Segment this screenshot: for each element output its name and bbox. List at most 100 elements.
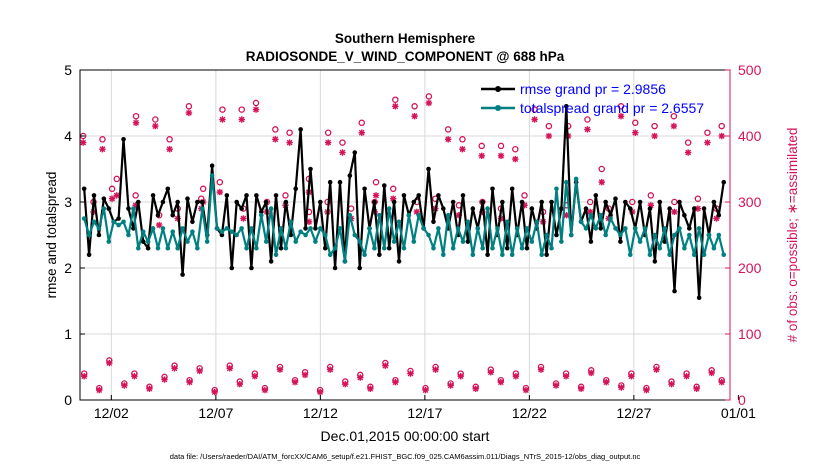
series-point-spread [500, 252, 505, 258]
obs-assimilated-marker [684, 149, 692, 156]
obs-assimilated-marker [584, 126, 591, 133]
obs-possible-marker [152, 116, 159, 123]
series-point-spread [396, 219, 402, 225]
series-point-rmse [716, 212, 722, 218]
obs-assimilated-marker [80, 373, 88, 380]
series-point-spread [244, 245, 249, 251]
series-point-spread [627, 252, 633, 258]
series-point-rmse [121, 137, 126, 142]
series-point-rmse [381, 183, 387, 188]
obs-assimilated-marker [382, 362, 389, 369]
obs-possible-marker [372, 178, 380, 186]
series-point-spread [239, 226, 244, 231]
series-point-spread [652, 232, 658, 238]
series-point-rmse [667, 206, 672, 211]
series-point-spread [170, 229, 176, 234]
series-point-rmse [436, 193, 441, 198]
obs-possible-marker [671, 198, 678, 206]
series-point-spread [559, 239, 564, 244]
series-point-rmse [480, 199, 485, 205]
obs-assimilated-marker [324, 139, 332, 146]
obs-possible-marker [347, 205, 355, 212]
series-point-spread [455, 226, 461, 231]
obs-assimilated-marker [718, 132, 725, 140]
series-point-rmse [126, 206, 131, 211]
obs-assimilated-marker [693, 385, 700, 392]
obs-assimilated-marker [161, 376, 168, 383]
obs-possible-marker [238, 106, 245, 113]
obs-assimilated-marker [301, 371, 309, 379]
obs-assimilated-marker [432, 366, 439, 373]
series-point-rmse [308, 166, 313, 172]
series-point-rmse [647, 206, 653, 211]
obs-assimilated-marker [632, 129, 639, 136]
series-point-spread [721, 252, 727, 258]
series-point-spread [342, 259, 348, 264]
series-point-rmse [283, 199, 289, 205]
chart-title-line2: RADIOSONDE_V_WIND_COMPONENT @ 688 hPa [246, 49, 565, 64]
obs-assimilated-marker [407, 370, 414, 377]
series-point-rmse [303, 226, 308, 231]
series-point-rmse [101, 196, 107, 201]
series-point-spread [490, 245, 495, 251]
obs-assimilated-marker [708, 369, 715, 377]
series-point-spread [401, 245, 407, 251]
series-point-rmse [140, 239, 146, 244]
series-point-rmse [337, 179, 343, 185]
series-point-spread [583, 226, 589, 231]
y-axis-label-left: rmse and totalspread [44, 172, 59, 299]
series-point-rmse [273, 193, 279, 198]
series-point-spread [642, 226, 648, 231]
obs-assimilated-marker [694, 205, 702, 212]
obs-assimilated-marker [261, 386, 269, 394]
series-point-spread [145, 239, 151, 244]
series-point-spread [431, 245, 436, 251]
obs-possible-marker [647, 192, 655, 199]
series-point-spread [682, 245, 687, 251]
obs-assimilated-marker [367, 385, 374, 392]
series-point-rmse [150, 193, 156, 198]
obs-possible-marker [704, 129, 711, 136]
series-point-spread [293, 239, 299, 244]
series-point-spread [214, 226, 220, 231]
obs-assimilated-marker [588, 369, 595, 377]
series-point-rmse [234, 199, 239, 205]
series-point-spread [564, 179, 569, 185]
series-point-rmse [460, 193, 466, 198]
obs-possible-marker [531, 106, 538, 113]
series-point-spread [529, 239, 535, 244]
series-point-rmse [504, 245, 510, 251]
y-right-tick-label: 300 [738, 194, 762, 210]
series-point-rmse [603, 199, 608, 205]
series-point-rmse [195, 199, 200, 205]
series-point-spread [106, 239, 112, 244]
series-point-spread [509, 252, 515, 258]
series-point-spread [657, 245, 663, 251]
series-point-rmse [539, 199, 545, 205]
y-right-tick-label: 400 [738, 128, 762, 144]
obs-assimilated-marker [683, 373, 690, 380]
x-tick-label: 12/07 [198, 405, 233, 421]
obs-assimilated-marker [512, 373, 520, 380]
footer-data-file: data file: /Users/raeder/DAI/ATM_forcXX/… [170, 452, 641, 461]
obs-possible-marker [629, 198, 636, 206]
series-point-spread [593, 226, 599, 231]
series-point-rmse [391, 199, 397, 205]
obs-possible-marker [392, 96, 399, 103]
series-point-rmse [519, 199, 525, 205]
series-point-spread [150, 226, 156, 231]
obs-possible-marker [586, 198, 594, 206]
series-point-rmse [258, 209, 264, 215]
series-point-rmse [721, 179, 727, 185]
series-point-spread [672, 232, 677, 238]
series-point-rmse [677, 199, 682, 205]
series-point-rmse [224, 193, 230, 198]
series-point-spread [135, 245, 141, 251]
series-point-spread [308, 226, 313, 231]
series-point-rmse [627, 206, 633, 211]
obs-assimilated-marker [185, 109, 193, 117]
series-point-spread [140, 229, 146, 234]
series-point-spread [278, 226, 284, 231]
series-point-rmse [613, 196, 618, 201]
